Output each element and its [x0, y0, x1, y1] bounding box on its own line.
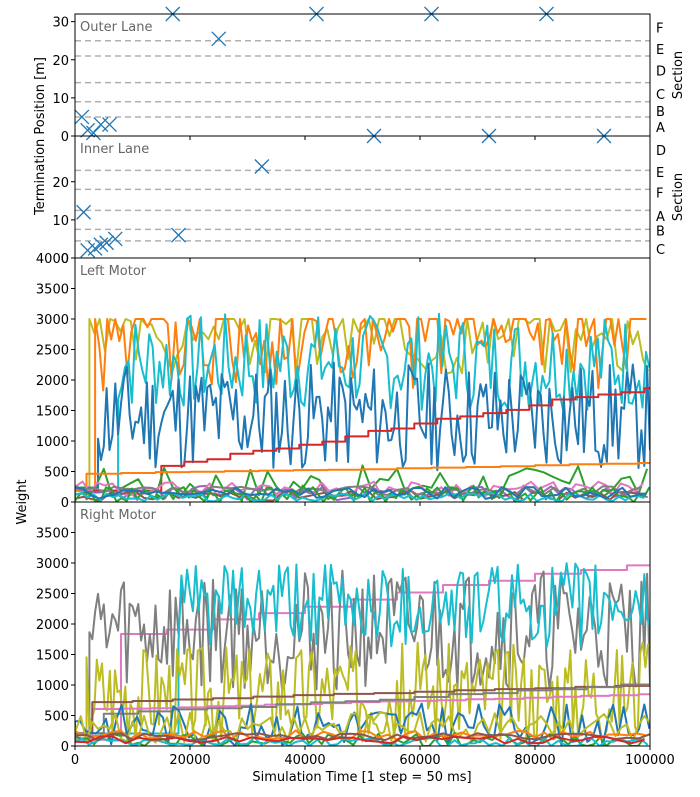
weight-series-line: [75, 562, 650, 735]
weight-series-line: [75, 641, 649, 741]
section-label: D: [656, 64, 666, 79]
weight-series-line: [75, 464, 649, 502]
y-tick-label: 500: [44, 466, 69, 481]
weight-series-line: [75, 312, 650, 492]
y-tick-label: 0: [61, 740, 69, 755]
panel-label: Left Motor: [80, 264, 147, 279]
y-axis-label-weight: Weight: [15, 479, 30, 524]
termination-marker: [211, 31, 227, 47]
termination-marker: [171, 227, 186, 243]
termination-marker: [80, 122, 96, 138]
section-label: A: [656, 121, 665, 136]
y-tick-label: 10: [52, 214, 69, 229]
section-label: D: [656, 144, 666, 159]
y-tick-label: 0: [61, 496, 69, 511]
y-axis-label-termination: Termination Position [m]: [33, 57, 48, 216]
y-tick-label: 20: [52, 176, 69, 191]
series-layer: [74, 6, 650, 746]
y-tick-label: 30: [52, 16, 69, 31]
weight-series-line: [75, 711, 650, 744]
y-tick-label: 4000: [36, 252, 69, 267]
termination-marker: [107, 231, 123, 247]
termination-marker: [76, 204, 92, 220]
y-tick-label: 20: [52, 54, 69, 69]
x-tick-label: 0: [71, 753, 79, 768]
termination-marker: [74, 109, 90, 125]
section-label: F: [656, 22, 663, 37]
termination-marker: [93, 237, 109, 253]
x-axis-label: Simulation Time [1 step = 50 ms]: [252, 770, 471, 785]
x-tick-label: 20000: [169, 753, 210, 768]
y-tick-label: 2000: [36, 374, 69, 389]
y-tick-label: 0: [61, 252, 69, 267]
y-tick-label: 1500: [36, 649, 69, 664]
y-tick-label: 2500: [36, 344, 69, 359]
panel-0-plot: [75, 39, 650, 118]
axes-layer: [71, 13, 651, 750]
panel-frame: [74, 13, 651, 137]
weight-series-line: [75, 732, 650, 742]
section-label: E: [656, 43, 664, 58]
weight-series-line: [75, 489, 645, 502]
section-axis-label: Section: [671, 173, 686, 221]
section-label: E: [656, 166, 664, 181]
y-tick-label: 3500: [36, 527, 69, 542]
section-label: B: [656, 225, 665, 240]
termination-marker: [99, 235, 115, 251]
section-label: F: [656, 186, 663, 201]
y-tick-label: 2500: [36, 588, 69, 603]
y-tick-label: 1500: [36, 405, 69, 420]
weight-series-line: [75, 361, 650, 489]
y-tick-label: 2000: [36, 618, 69, 633]
y-tick-label: 1000: [36, 679, 69, 694]
weight-series-line: [75, 684, 650, 735]
y-tick-label: 500: [44, 710, 69, 725]
termination-marker: [102, 117, 117, 133]
panel-label: Right Motor: [80, 508, 157, 523]
panel-1-plot: [75, 169, 650, 242]
x-tick-label: 100000: [625, 753, 675, 768]
weight-series-line: [75, 486, 647, 500]
weight-series-line: [75, 462, 650, 492]
section-label: B: [656, 105, 665, 120]
x-tick-label: 40000: [284, 753, 325, 768]
termination-marker: [254, 159, 270, 174]
weight-series-line: [75, 318, 650, 495]
weight-series-line: [75, 480, 644, 497]
termination-marker: [93, 117, 109, 133]
y-tick-label: 3000: [36, 557, 69, 572]
y-tick-label: 10: [52, 92, 69, 107]
weight-series-line: [75, 683, 650, 735]
y-tick-label: 3000: [36, 313, 69, 328]
weight-series-line: [75, 732, 645, 745]
panel-frame: [74, 135, 651, 259]
panel-3-plot: [75, 562, 650, 746]
panel-2-plot: [75, 312, 650, 502]
x-tick-label: 60000: [399, 753, 440, 768]
section-label: C: [656, 243, 665, 258]
text-layer: Termination Position [m] Weight Simulati…: [15, 16, 686, 785]
section-axis-label: Section: [671, 51, 686, 99]
y-tick-label: 0: [61, 130, 69, 145]
section-label: C: [656, 88, 665, 103]
panel-label: Outer Lane: [80, 20, 153, 35]
weight-series-line: [75, 387, 650, 492]
weight-series-line: [75, 569, 650, 741]
section-label: A: [656, 210, 665, 225]
panel-label: Inner Lane: [80, 142, 149, 157]
y-tick-label: 3500: [36, 283, 69, 298]
x-tick-label: 80000: [514, 753, 555, 768]
y-tick-label: 1000: [36, 435, 69, 450]
